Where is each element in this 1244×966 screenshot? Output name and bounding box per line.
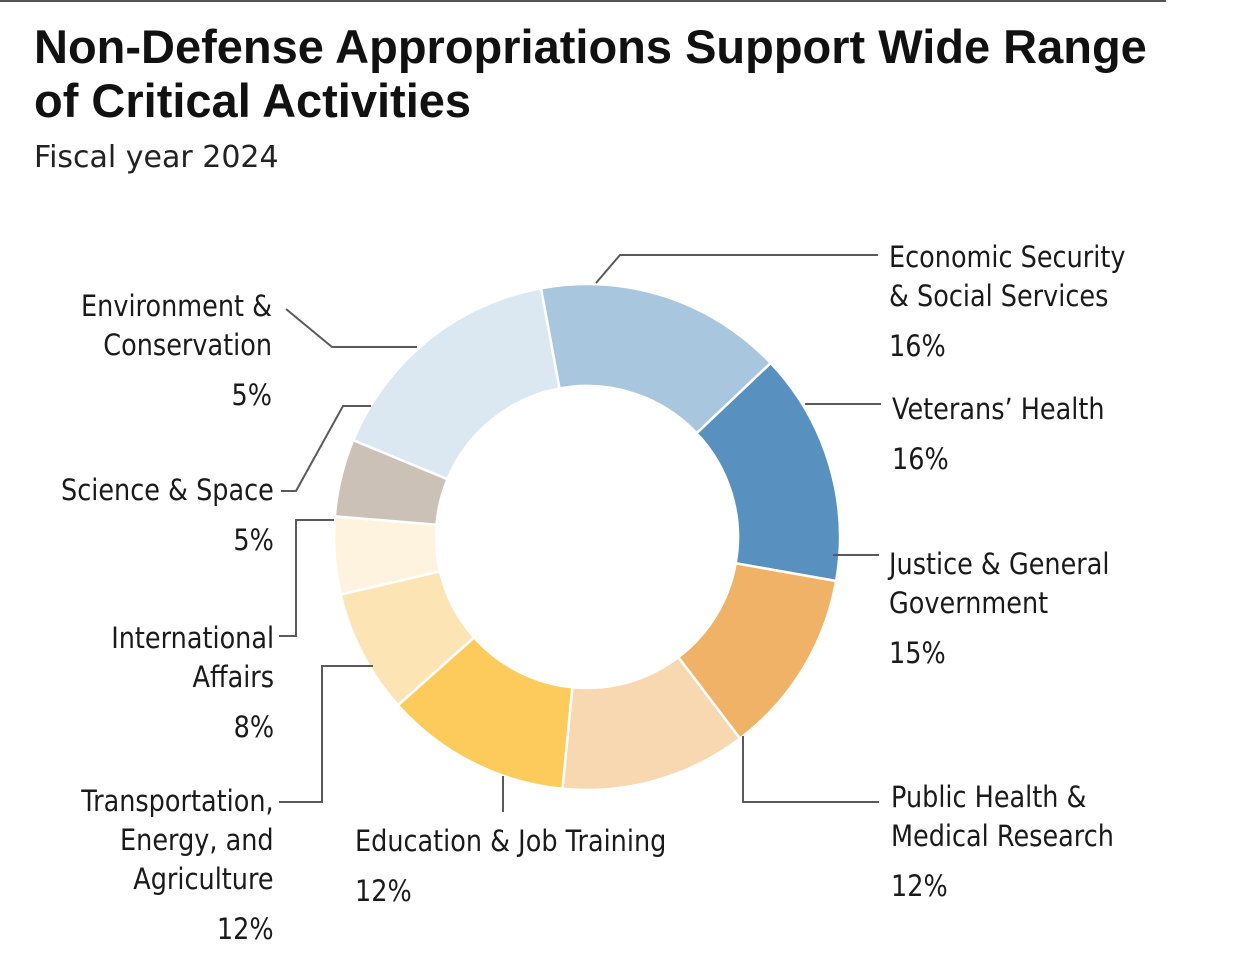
label-veterans-health: Veterans’ Health 16% (892, 390, 1105, 479)
slice-economic-security-social-services (351, 286, 562, 481)
label-science-space: Science & Space 5% (61, 471, 274, 560)
slice-environment-conservation (333, 438, 450, 527)
label-line: Affairs (192, 660, 274, 694)
label-line: & Social Services (889, 279, 1109, 313)
label-percent: 16% (889, 329, 946, 363)
label-percent: 5% (233, 523, 274, 557)
label-line: Economic Security (889, 240, 1126, 274)
label-percent: 16% (892, 442, 949, 476)
label-transportation: Transportation, Energy, and Agriculture … (82, 782, 274, 949)
label-percent: 15% (889, 636, 946, 670)
label-international-affairs: International Affairs 8% (111, 619, 274, 747)
leader-economic-security (595, 254, 878, 284)
label-line: Energy, and (120, 823, 274, 857)
label-line: Science & Space (61, 473, 274, 507)
label-line: Conservation (103, 328, 272, 362)
label-line: Environment & (81, 289, 272, 323)
label-public-health: Public Health & Medical Research 12% (891, 778, 1114, 906)
label-line: Education & Job Training (355, 824, 667, 858)
label-line: International (111, 621, 274, 655)
label-economic-security: Economic Security & Social Services 16% (889, 238, 1125, 366)
leader-public-health (742, 736, 879, 803)
chart-title: Non-Defense Appropriations Support Wide … (34, 20, 1147, 127)
leader-international-affairs (279, 519, 334, 637)
leader-environment (285, 308, 417, 348)
label-environment: Environment & Conservation 5% (81, 287, 272, 415)
label-line: Veterans’ Health (892, 392, 1105, 426)
label-percent: 12% (355, 874, 412, 908)
label-percent: 12% (217, 912, 274, 946)
chart-subtitle: Fiscal year 2024 (34, 140, 279, 175)
label-line: Transportation, (81, 784, 274, 818)
label-line: Agriculture (133, 862, 274, 896)
label-line: Government (889, 586, 1049, 620)
label-line: Justice & General (889, 547, 1110, 581)
label-justice-government: Justice & General Government 15% (889, 545, 1110, 673)
label-education: Education & Job Training 12% (355, 822, 666, 911)
label-line: Medical Research (891, 819, 1114, 853)
top-rule (0, 0, 1166, 2)
label-line: Public Health & (891, 780, 1087, 814)
label-percent: 12% (891, 869, 948, 903)
label-percent: 8% (233, 710, 274, 744)
label-percent: 5% (231, 378, 272, 412)
leader-science-space (281, 405, 371, 492)
leader-transportation (279, 665, 373, 803)
